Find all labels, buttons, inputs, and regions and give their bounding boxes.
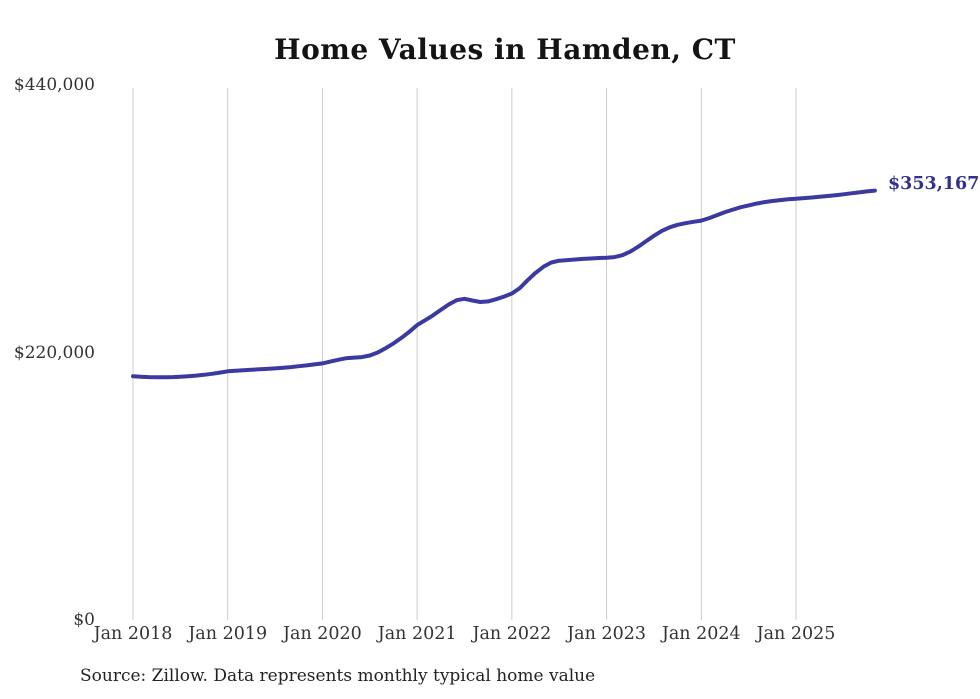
x-tick-label: Jan 2021 bbox=[377, 624, 457, 644]
x-tick-label: Jan 2022 bbox=[472, 624, 552, 644]
home-value-series-line bbox=[131, 188, 877, 380]
y-tick-label: $220,000 bbox=[13, 342, 95, 363]
latest-value-label: $353,167 bbox=[888, 174, 980, 194]
x-tick-label: Jan 2024 bbox=[661, 624, 741, 644]
x-tick-label: Jan 2020 bbox=[283, 624, 362, 644]
x-tick-label: Jan 2023 bbox=[567, 624, 646, 644]
x-tick-label: Jan 2019 bbox=[188, 624, 268, 644]
chart-title: Home Values in Hamden, CT bbox=[274, 33, 736, 66]
y-tick-label: $0 bbox=[73, 610, 95, 630]
x-tick-label: Jan 2025 bbox=[756, 624, 836, 644]
x-tick-label: Jan 2018 bbox=[93, 624, 173, 644]
y-tick-label: $440,000 bbox=[13, 75, 95, 95]
source-note: Source: Zillow. Data represents monthly … bbox=[80, 666, 596, 686]
